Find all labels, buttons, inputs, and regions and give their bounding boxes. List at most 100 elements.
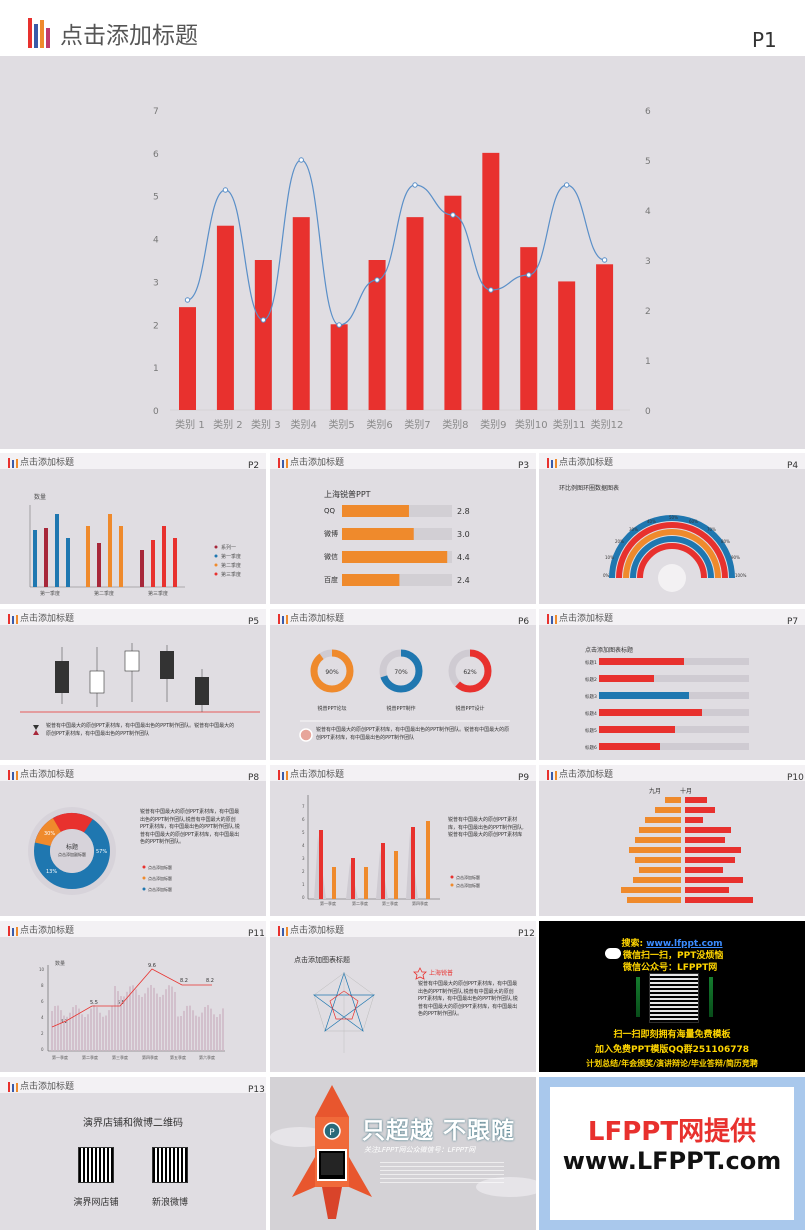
shop-qr-label: 演界网店铺 <box>73 1198 119 1208</box>
brand-line-1: LFPPT网提供 <box>587 1117 757 1147</box>
svg-text:10%: 10% <box>605 555 614 560</box>
promo-brand[interactable]: LFPPT网提供 www.LFPPT.com <box>539 1077 805 1230</box>
x-tick-label: 类别8 <box>442 418 468 431</box>
bar-line-chart: 0 1 2 3 4 5 6 7 0 1 2 3 4 5 6 类别 1 类别 2 类别 3 类别4 类别5 类别6 类别7 类… <box>153 107 651 431</box>
svg-text:第四季度: 第四季度 <box>142 1054 158 1060</box>
site-link[interactable]: www.lfppt.com <box>646 939 723 949</box>
line-point <box>412 182 418 188</box>
page-number: P8 <box>248 773 260 783</box>
slide-p8[interactable]: 点击添加标题 P8 标题 点击添加副标题 30% 57% 13% 点击添加标题 … <box>0 765 266 916</box>
svg-text:第一季度: 第一季度 <box>40 590 60 597</box>
free-templates-line: 扫一扫即刻拥有海量免费模板 <box>613 1030 731 1040</box>
slide-p9[interactable]: 点击添加标题 P9 0 1 2 3 4 5 6 7 第一季度 第二季度 第三季度 第四季度 点击添加… <box>270 765 536 916</box>
bar-fill <box>342 528 414 540</box>
bar-label: QQ <box>324 507 336 515</box>
body-text: 锐普有中国最大的原创PPT素材库，有中国最出色的PPT制作团队,锐普有中国最大的… <box>140 809 240 845</box>
y-tick-label-right: 0 <box>645 407 651 417</box>
svg-text:标题4: 标题4 <box>585 710 597 717</box>
svg-text:57%: 57% <box>96 849 107 855</box>
line-point <box>526 272 532 278</box>
svg-text:3: 3 <box>302 856 305 861</box>
svg-text:8: 8 <box>41 983 44 988</box>
bar <box>596 264 614 410</box>
svg-text:第三季度: 第三季度 <box>148 590 168 597</box>
promo-wechat[interactable]: 搜索: www.lfppt.com 微信扫一扫，PPT没烦恼 微信公众号：LFP… <box>539 921 805 1072</box>
slide-p10[interactable]: 点击添加标题 P10 九月 十月 <box>539 765 805 916</box>
donut-charts: 90% 70% 62% 锐普PPT论坛 锐普PPT制作 锐普PPT设计 <box>299 649 510 742</box>
candlestick-chart <box>20 643 260 735</box>
bar-label: 微信 <box>324 552 338 561</box>
logo-icon <box>8 1082 18 1092</box>
radar-chart <box>312 967 427 1053</box>
page-title: 点击添加标题 <box>559 458 614 468</box>
slide-p4[interactable]: 点击添加标题 P4 环比例图环圈数据图表 0% 10% 20% 30% 40% 50% 60… <box>539 453 805 604</box>
x-tick-label: 类别4 <box>291 418 317 431</box>
line-point <box>601 257 608 263</box>
slide-p1[interactable]: 点击添加标题 P1 0 1 2 3 4 5 6 7 0 1 2 3 4 5 6 类别 1 类别 2 类别 3 类别4… <box>0 0 805 449</box>
page-number: P3 <box>518 461 530 471</box>
bar-value: 2.8 <box>457 507 470 516</box>
svg-text:点击添加标题: 点击添加标题 <box>148 875 172 881</box>
slide-p3[interactable]: 点击添加标题 P3 上海锐普PPT QQ 2.8 微博 3.0 微信 4.4 百度 2.4 <box>270 453 536 604</box>
x-tick-label: 类别5 <box>328 418 354 431</box>
svg-text:5.5: 5.5 <box>90 1000 98 1006</box>
svg-text:第三季度: 第三季度 <box>112 1054 128 1060</box>
body-text: 锐普有中国最大的原创PPT素材库，有中国最出色的PPT制作团队,锐普有中国最大的… <box>418 981 518 1017</box>
logo-icon <box>28 16 50 48</box>
y-tick-label-left: 3 <box>153 278 159 288</box>
svg-text:九月: 九月 <box>649 787 661 795</box>
search-line: 搜索: www.lfppt.com <box>621 939 723 949</box>
page-title: 点击添加标题 <box>290 770 345 780</box>
y-tick-label-left: 6 <box>153 150 159 160</box>
svg-text:4: 4 <box>302 843 305 848</box>
svg-text:标题3: 标题3 <box>585 693 597 700</box>
logo-icon <box>547 770 557 780</box>
logo-icon <box>8 770 18 780</box>
y-tick-label-right: 6 <box>645 107 651 117</box>
tagline-left <box>636 977 640 1017</box>
y-tick-label-right: 3 <box>645 257 651 267</box>
slide-p12[interactable]: 点击添加标题 P12 点击添加图表标题 上海锐普 锐普有中国最大的原创PPT素材… <box>270 921 536 1072</box>
weibo-qr-label: 新浪微博 <box>151 1198 188 1208</box>
subline: 关注LFPPT网公众微信号：LFPPT网 <box>364 1146 476 1154</box>
y-tick-label-right: 2 <box>645 307 651 317</box>
logo-icon <box>8 614 18 624</box>
slide-p7[interactable]: 点击添加标题 P7 点击添加图表标题 标题1 标题2 标题3 标题4 标题5 标… <box>539 609 805 760</box>
slide-p13[interactable]: 点击添加标题 P13 演界店铺和微博二维码 演界网店铺 新浪微博 <box>0 1077 266 1230</box>
page-number: P1 <box>752 28 777 52</box>
svg-text:62%: 62% <box>463 669 477 676</box>
slide-p11[interactable]: 点击添加标题 P11 数量 0 2 4 6 8 10 第一季度 第二季度 第三季度 第四季度 第五… <box>0 921 266 1072</box>
bar-fill <box>342 574 400 586</box>
page-number: P4 <box>787 461 799 471</box>
bar <box>406 217 424 410</box>
logo-icon <box>547 614 557 624</box>
y-tick-label-right: 4 <box>645 207 651 217</box>
line-point <box>488 287 494 293</box>
wechat-line: 微信扫一扫，PPT没烦恼 <box>623 951 724 961</box>
qr-heading: 演界店铺和微博二维码 <box>83 1118 183 1129</box>
column-chart: 0 1 2 3 4 5 6 7 第一季度 第二季度 第三季度 第四季度 点击添加标题 点击添加标题 <box>302 795 480 906</box>
svg-text:十月: 十月 <box>680 787 692 795</box>
slide-p5[interactable]: 点击添加标题 P5 锐普有中国最大的原创PPT素材库，有中国最出色的PPT制作团… <box>0 609 266 760</box>
svg-text:点击添加标题: 点击添加标题 <box>456 874 480 880</box>
body-text: 锐普有中国最大的原创PPT素材库，有中国最出色的PPT制作团队,锐普有中国最大的… <box>448 817 524 838</box>
slide-p2[interactable]: 点击添加标题 P2 数量 第一季度 第二季度 第三季度 系列一 第一季度 第二季… <box>0 453 266 604</box>
svg-text:6: 6 <box>41 999 44 1004</box>
svg-text:20%: 20% <box>615 539 624 544</box>
page-title: 点击添加标题 <box>20 1082 75 1092</box>
svg-text:90%: 90% <box>731 555 740 560</box>
svg-text:标题: 标题 <box>66 843 78 851</box>
page-number: P11 <box>248 929 265 939</box>
x-tick-label: 类别12 <box>591 418 624 431</box>
promo-rocket[interactable]: P 只超越 不跟随 关注LFPPT网公众微信号：LFPPT网 <box>270 1077 536 1230</box>
line-point <box>563 182 570 188</box>
slide-p6[interactable]: 点击添加标题 P6 90% 70% 62% 锐普PPT论坛 锐普PPT制作 锐普… <box>270 609 536 760</box>
page-title: 点击添加标题 <box>20 770 75 780</box>
svg-text:30%: 30% <box>629 527 638 532</box>
svg-text:点击添加副标题: 点击添加副标题 <box>58 851 86 857</box>
brand-card <box>550 1087 794 1220</box>
page-title: 点击添加标题 <box>290 458 345 468</box>
categories-line: 计划总结/年会颁奖/演讲辩论/毕业答辩/简历竞聘 <box>586 1059 758 1068</box>
y-tick-label-left: 1 <box>153 364 159 374</box>
